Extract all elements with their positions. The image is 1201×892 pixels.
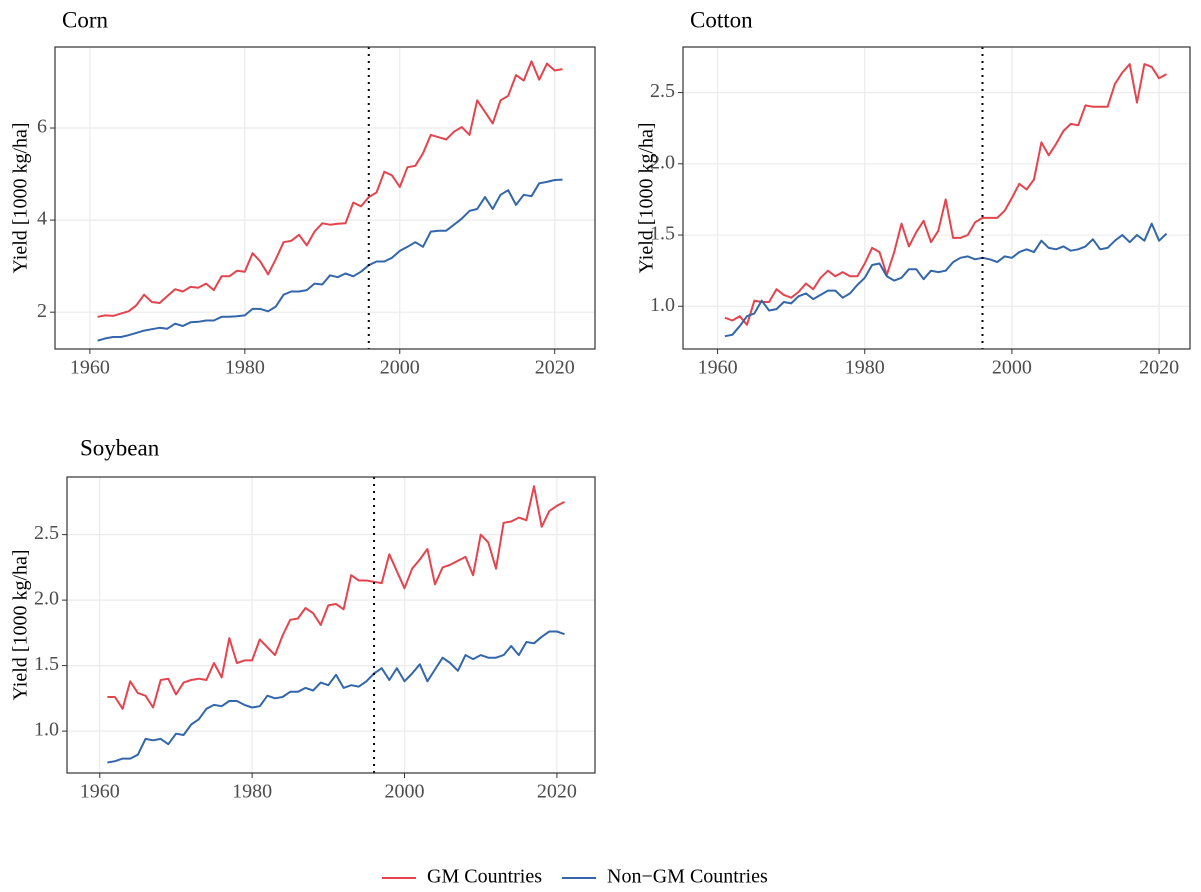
y-axis-label: Yield [1000 kg/ha]	[10, 122, 32, 273]
plot-border	[682, 46, 1191, 350]
panel: 1960 1980 2000 2020 1.0 1.5 2.0 2.5 Soybean Yield…	[10, 435, 596, 803]
y-tick-label: 1.5	[34, 653, 59, 675]
y-tick-label: 2.5	[34, 522, 59, 544]
plot-border	[66, 476, 596, 774]
plot-background	[55, 47, 595, 349]
y-tick-label: 2.5	[650, 80, 675, 102]
legend-label: GM Countries	[427, 866, 542, 888]
x-tick-label: 2020	[537, 781, 577, 803]
panel-title: Soybean	[80, 435, 160, 460]
y-tick-label: 1.5	[650, 223, 675, 245]
plot-background	[683, 47, 1190, 349]
x-tick-label: 2000	[380, 357, 420, 379]
y-tick-label: 6	[37, 116, 47, 138]
series-line	[107, 485, 565, 710]
panel: 1960 1980 2000 2020 1.0 1.5 2.0 2.5 Cotton Yield …	[636, 7, 1191, 379]
series-line	[724, 222, 1168, 338]
panel-title: Cotton	[690, 7, 753, 32]
plot-background	[67, 477, 595, 773]
plot-border	[54, 46, 596, 350]
x-tick-label: 1960	[698, 357, 738, 379]
x-tick-label: 1980	[225, 357, 265, 379]
x-tick-label: 2020	[1139, 357, 1179, 379]
panel-title: Corn	[62, 7, 109, 32]
series-line	[97, 60, 563, 318]
x-tick-label: 2000	[385, 781, 425, 803]
x-tick-label: 1960	[80, 781, 120, 803]
panel: 1960 1980 2000 2020 2 4 6 Corn Yield [1000 kg/ha…	[10, 7, 596, 379]
x-tick-label: 1960	[70, 357, 110, 379]
y-tick-label: 2.0	[650, 151, 675, 173]
legend-label: Non−GM Countries	[607, 866, 768, 888]
y-tick-label: 1.0	[34, 719, 59, 741]
x-tick-label: 1980	[845, 357, 885, 379]
y-tick-label: 4	[37, 208, 47, 230]
y-tick-label: 2.0	[34, 588, 59, 610]
series-line	[724, 63, 1167, 326]
y-tick-label: 1.0	[650, 294, 675, 316]
y-tick-label: 2	[37, 300, 47, 322]
legend: GM Countries Non−GM Countries	[382, 866, 768, 888]
x-tick-label: 2020	[535, 357, 575, 379]
x-tick-label: 1980	[232, 781, 272, 803]
y-axis-label: Yield [1000 kg/ha]	[636, 122, 658, 273]
series-line	[107, 630, 565, 764]
x-tick-label: 2000	[992, 357, 1032, 379]
y-axis-label: Yield [1000 kg/ha]	[10, 549, 32, 700]
series-line	[97, 178, 563, 342]
